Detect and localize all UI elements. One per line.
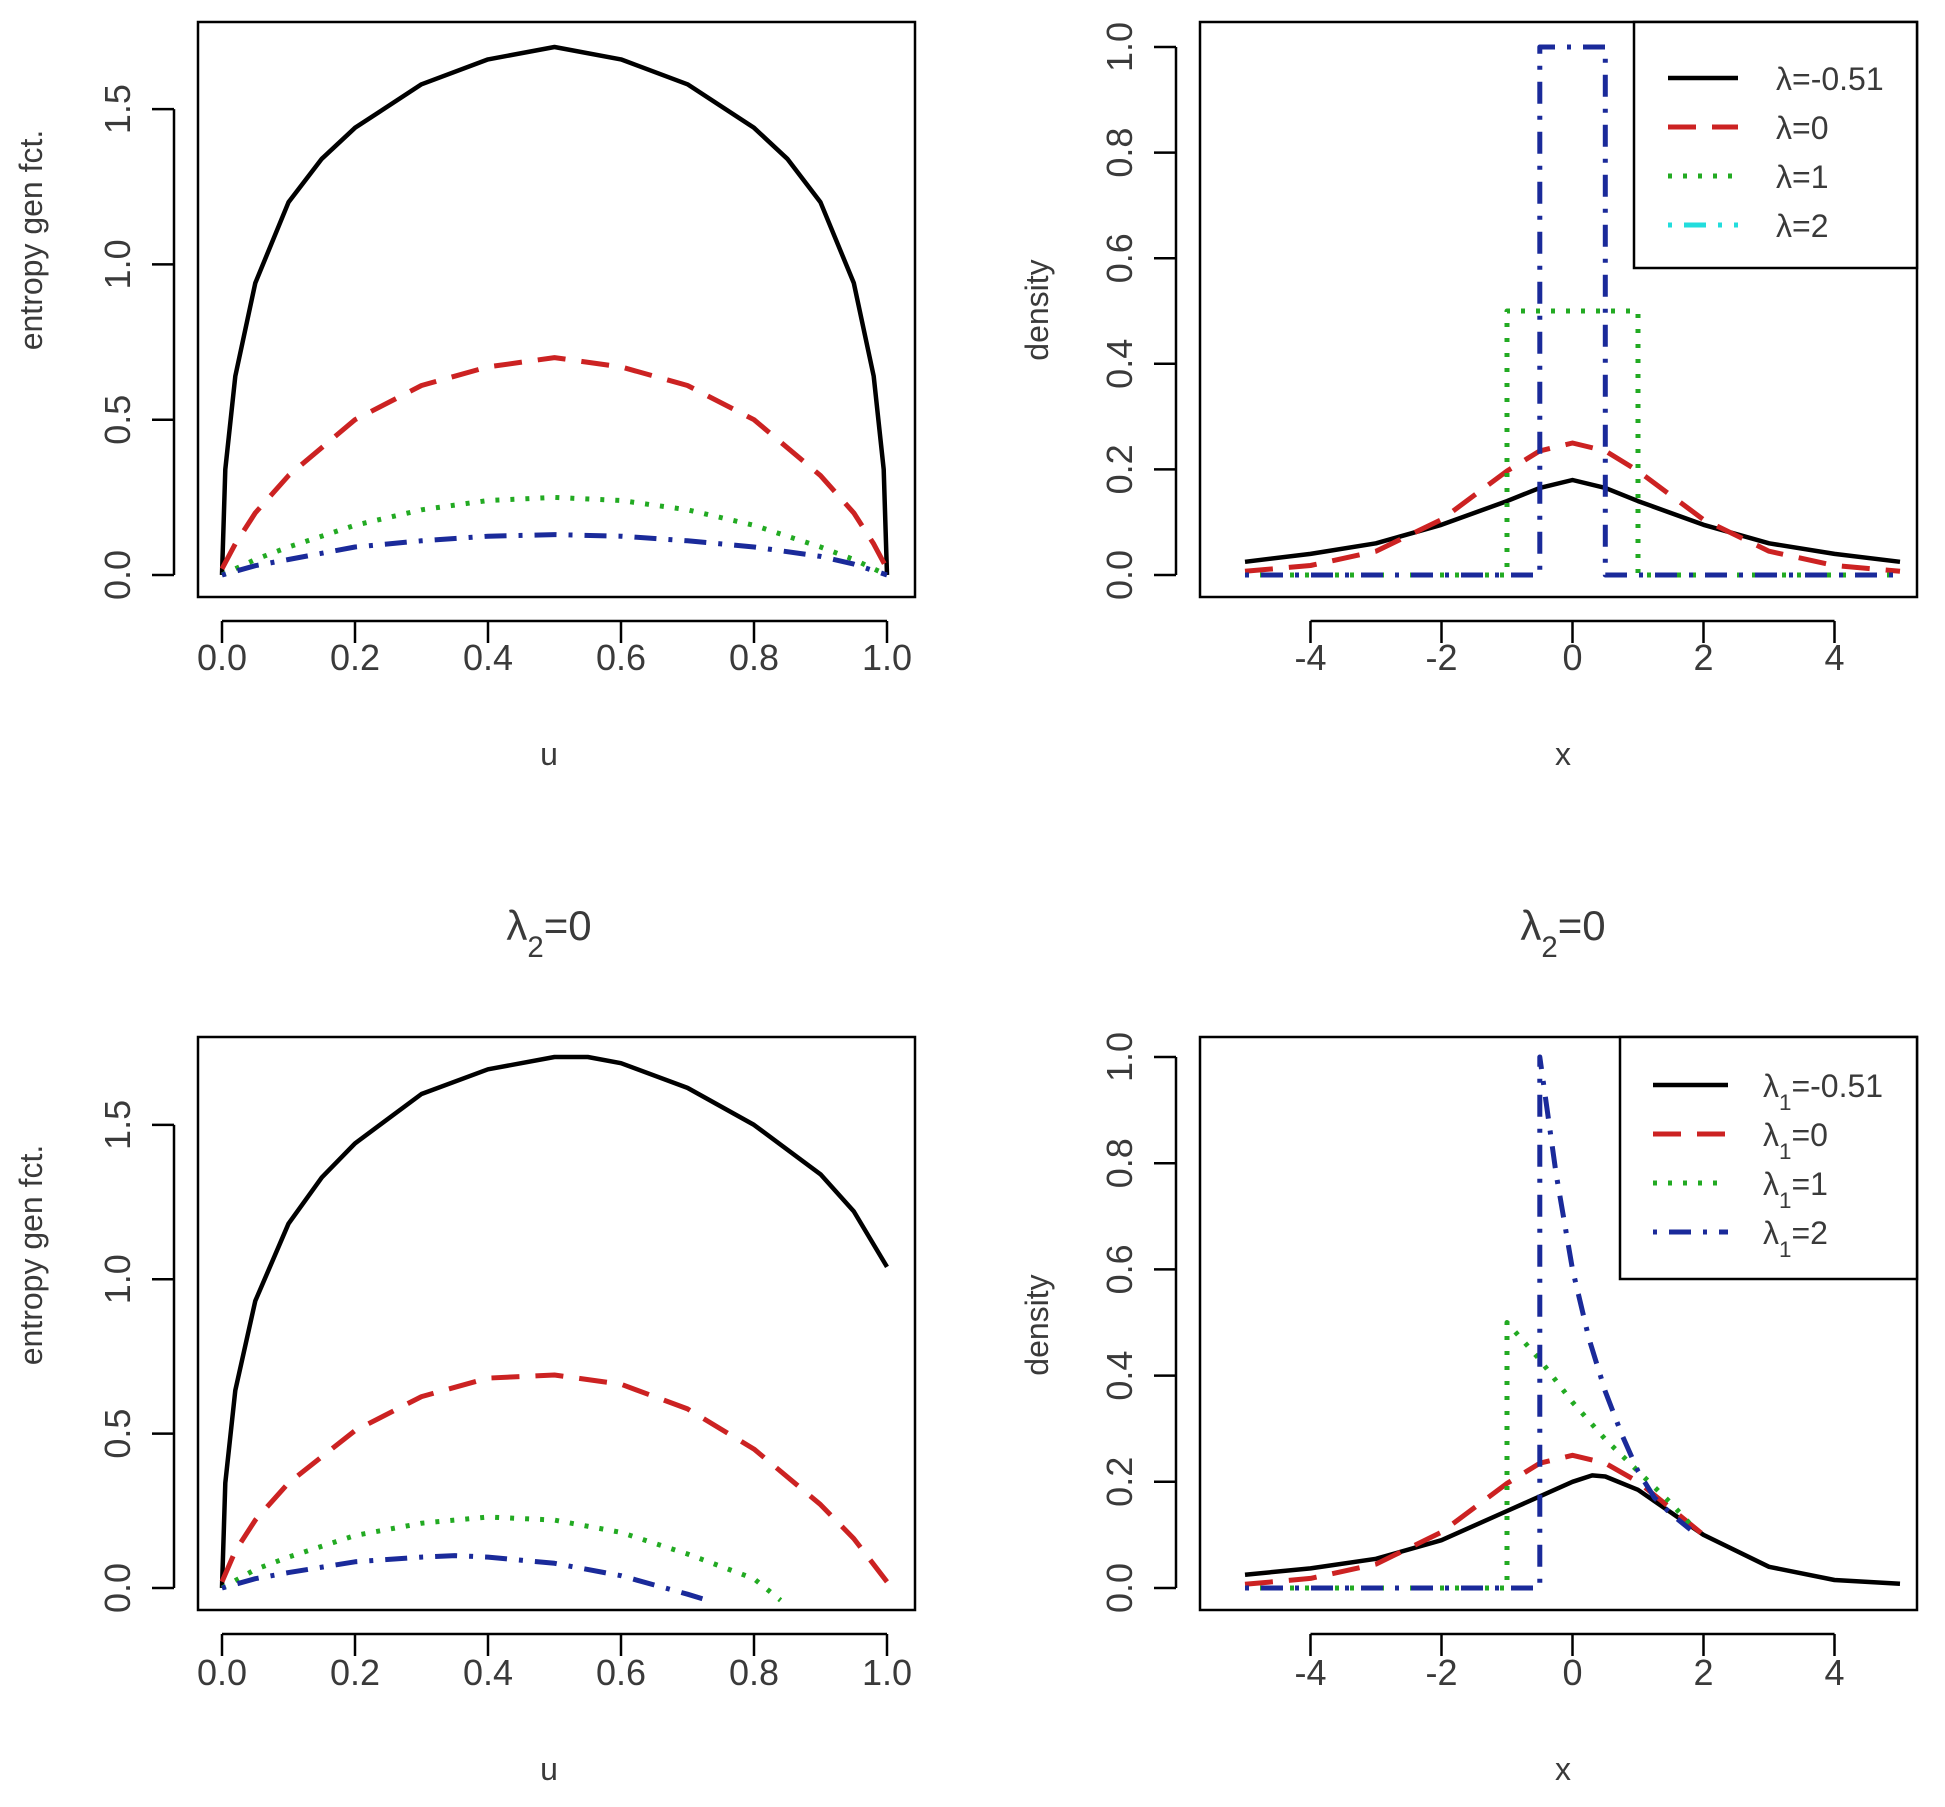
y-tick-label: 1.0 <box>1099 1032 1140 1082</box>
series-line-black-solid <box>219 1054 889 1589</box>
y-tick-label: 1.5 <box>97 84 138 134</box>
series-line-red-dashed <box>219 355 890 570</box>
x-tick-label: 2 <box>1693 637 1713 678</box>
y-tick-label: 0.0 <box>97 550 138 600</box>
y-axis-label: density <box>1019 1274 1055 1375</box>
x-tick-label: 0.2 <box>330 1652 380 1693</box>
y-tick-label: 0.5 <box>97 1409 138 1459</box>
series-group <box>219 44 890 578</box>
y-tick-label: 0.0 <box>1099 1563 1140 1613</box>
legend-box <box>1632 20 1919 270</box>
series-line-red-dashed <box>1244 1452 1706 1587</box>
y-tick-label: 0.8 <box>1099 1138 1140 1188</box>
x-tick-label: 2 <box>1693 1652 1713 1693</box>
x-tick-label: 0.0 <box>197 1652 247 1693</box>
y-tick-label: 1.5 <box>97 1100 138 1150</box>
y-tick-label: 0.8 <box>1099 128 1140 178</box>
legend-box <box>1618 1035 1919 1281</box>
series-line-black-solid <box>219 44 890 576</box>
plot-frame <box>1198 1035 1919 1612</box>
x-tick-label: -4 <box>1294 1652 1326 1693</box>
series-group <box>1244 44 1901 578</box>
y-tick-label: 0.6 <box>1099 1244 1140 1294</box>
x-axis-label: u <box>540 736 558 772</box>
x-tick-label: 0.2 <box>330 637 380 678</box>
x-tick-label: 0.4 <box>463 1652 513 1693</box>
y-tick-label: 0.2 <box>1099 1457 1140 1507</box>
series-line-blue-dotdash <box>1245 1054 1692 1591</box>
panel-title: λ2=0 <box>1520 902 1605 964</box>
y-tick-label: 0.4 <box>1099 339 1140 389</box>
legend-label: λ=0 <box>1776 110 1828 146</box>
plot-frame <box>1198 20 1919 599</box>
x-axis-label: x <box>1555 1751 1571 1787</box>
y-tick-label: 0.2 <box>1099 444 1140 494</box>
x-tick-label: -4 <box>1294 637 1326 678</box>
panel-4: -4 -2 0 2 4 0.0 0.2 0.4 0.6 0.8 1.0 x density λ2=0 λ1=… <box>1019 902 1919 1787</box>
x-axis-label: x <box>1555 736 1571 772</box>
x-tick-label: 0.4 <box>463 637 513 678</box>
x-tick-label: 0.6 <box>596 637 646 678</box>
series-line-red-dashed <box>219 1372 889 1584</box>
panel-2: -4 -2 0 2 4 0.0 0.2 0.4 0.6 0.8 1.0 x density λ=-0.51… <box>1019 20 1919 772</box>
series-group <box>219 1054 889 1603</box>
x-tick-label: 4 <box>1824 1652 1844 1693</box>
y-tick-label: 1.0 <box>97 1254 138 1304</box>
x-tick-label: -2 <box>1425 637 1457 678</box>
series-group <box>1244 1054 1901 1591</box>
series-line-green-dotted <box>220 494 889 578</box>
x-tick-label: 0.0 <box>197 637 247 678</box>
legend-label: λ=-0.51 <box>1776 61 1884 97</box>
series-line-green-dotted <box>1245 1320 1693 1591</box>
y-axis-label: entropy gen fct. <box>13 130 49 351</box>
plot-frame <box>196 20 917 599</box>
y-tick-label: 0.5 <box>97 395 138 445</box>
legend: λ=-0.51 λ=0 λ=1 λ=2 <box>1632 20 1919 270</box>
x-tick-label: 4 <box>1824 637 1844 678</box>
y-axis-label: entropy gen fct. <box>13 1145 49 1366</box>
y-axis-label: density <box>1019 259 1055 360</box>
panel-title: λ2=0 <box>506 902 591 964</box>
series-line-blue-dotdash <box>221 532 888 578</box>
y-tick-label: 0.0 <box>1099 550 1140 600</box>
x-tick-label: 0 <box>1562 1652 1582 1693</box>
legend-label: λ=1 <box>1776 159 1828 195</box>
series-line-red-dashed <box>1244 440 1901 574</box>
series-line-green-dotted <box>220 1514 783 1603</box>
series-line-black-solid <box>1244 1473 1901 1587</box>
x-tick-label: 0.8 <box>729 637 779 678</box>
x-tick-label: -2 <box>1425 1652 1457 1693</box>
x-tick-label: 1.0 <box>862 1652 912 1693</box>
x-tick-label: 1.0 <box>862 637 912 678</box>
y-tick-label: 0.4 <box>1099 1351 1140 1401</box>
y-tick-label: 1.0 <box>1099 22 1140 72</box>
legend-label: λ=2 <box>1776 208 1828 244</box>
series-line-blue-dotdash <box>221 1553 709 1603</box>
plot-frame <box>196 1035 917 1612</box>
x-tick-label: 0.8 <box>729 1652 779 1693</box>
y-tick-label: 1.0 <box>97 239 138 289</box>
x-tick-label: 0 <box>1562 637 1582 678</box>
series-line-black-solid <box>1244 477 1901 565</box>
panel-1: 0.0 0.2 0.4 0.6 0.8 1.0 0.0 0.5 1.0 1.5 u entropy g… <box>13 20 917 772</box>
x-axis-label: u <box>540 1751 558 1787</box>
panel-3: 0.0 0.2 0.4 0.6 0.8 1.0 0.0 0.5 1.0 1.5 u entropy g… <box>13 902 917 1787</box>
y-tick-label: 0.0 <box>97 1563 138 1613</box>
x-tick-label: 0.6 <box>596 1652 646 1693</box>
y-tick-label: 0.6 <box>1099 233 1140 283</box>
